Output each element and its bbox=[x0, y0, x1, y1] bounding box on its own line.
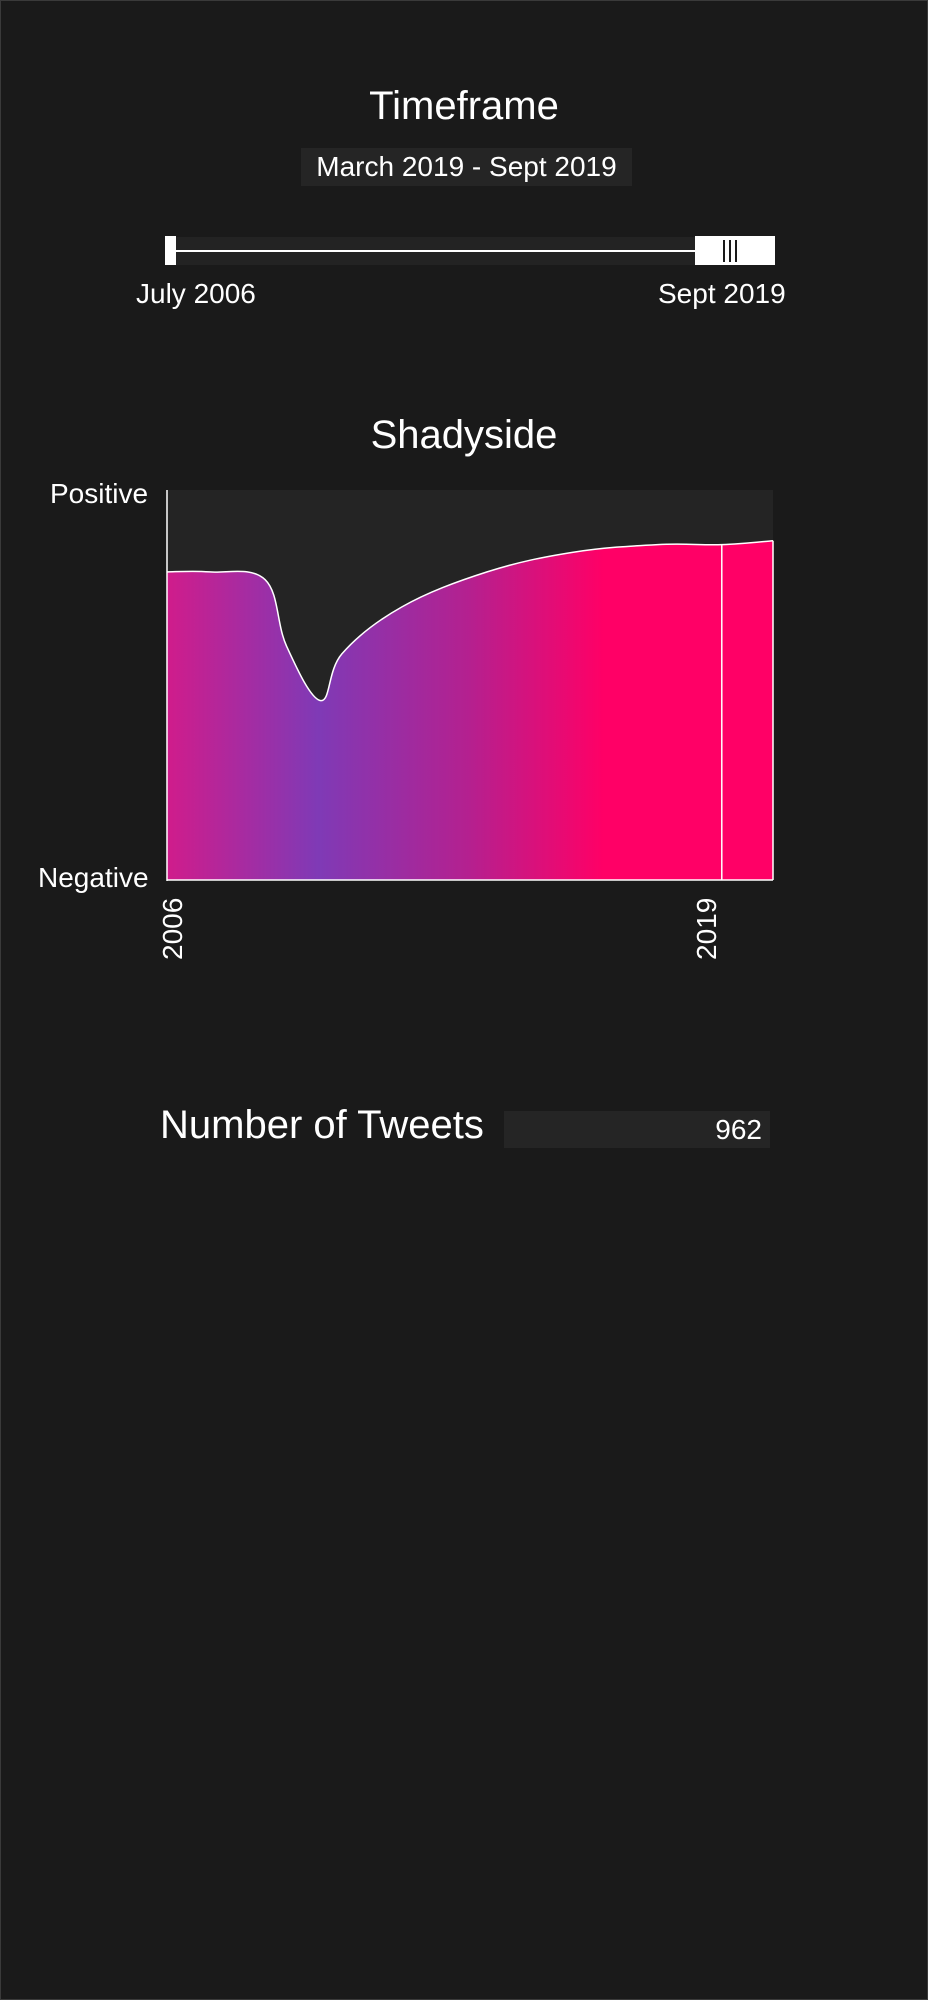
slider-selection-handle[interactable] bbox=[695, 236, 775, 265]
grip-line-icon bbox=[735, 240, 737, 262]
chart-title: Shadyside bbox=[370, 413, 558, 457]
y-axis-positive-label: Positive bbox=[50, 478, 149, 509]
tweets-count-label: Number of Tweets bbox=[160, 1103, 484, 1147]
slider-start-handle[interactable] bbox=[165, 236, 176, 265]
sentiment-chart bbox=[166, 490, 774, 881]
x-tick-2019: 2019 bbox=[691, 897, 722, 960]
timeframe-slider-rail bbox=[170, 250, 695, 252]
grip-line-icon bbox=[723, 240, 725, 262]
slider-max-label: Sept 2019 bbox=[658, 278, 786, 309]
selected-range-label: March 2019 - Sept 2019 bbox=[301, 148, 632, 186]
grip-line-icon bbox=[729, 240, 731, 262]
tweets-count-value: 962 bbox=[504, 1111, 770, 1148]
y-axis-negative-label: Negative bbox=[38, 862, 149, 893]
timeframe-title: Timeframe bbox=[369, 84, 559, 128]
sentiment-line bbox=[166, 539, 774, 702]
slider-min-label: July 2006 bbox=[136, 278, 256, 309]
x-tick-2006: 2006 bbox=[157, 897, 188, 960]
sentiment-area bbox=[167, 540, 773, 880]
